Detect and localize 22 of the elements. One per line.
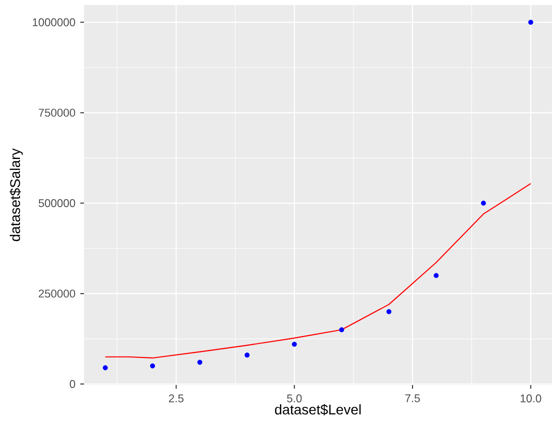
point: [434, 273, 439, 278]
y-tick-label: 500000: [38, 199, 76, 208]
x-tick-label: 7.5: [405, 394, 420, 402]
point: [480, 200, 486, 206]
point: [292, 342, 297, 347]
x-tick-label: 10.0: [520, 394, 542, 402]
y-tick-label: 750000: [38, 108, 76, 117]
point: [102, 365, 108, 370]
point: [339, 327, 344, 332]
x-tick-label: 2.5: [168, 394, 184, 402]
point: [386, 309, 392, 314]
line-series: [104, 183, 532, 358]
y-tick-label: 0: [70, 380, 76, 388]
point: [244, 352, 250, 358]
x-tick-label: 5.0: [287, 394, 302, 402]
point: [528, 20, 534, 25]
x-axis-title: dataset$Level: [274, 404, 361, 416]
y-axis-title: dataset$Salary: [10, 148, 23, 242]
y-tick-label: 250000: [38, 290, 76, 298]
y-tick-label: 1000000: [32, 18, 76, 26]
point: [197, 360, 202, 365]
point: [150, 363, 156, 368]
